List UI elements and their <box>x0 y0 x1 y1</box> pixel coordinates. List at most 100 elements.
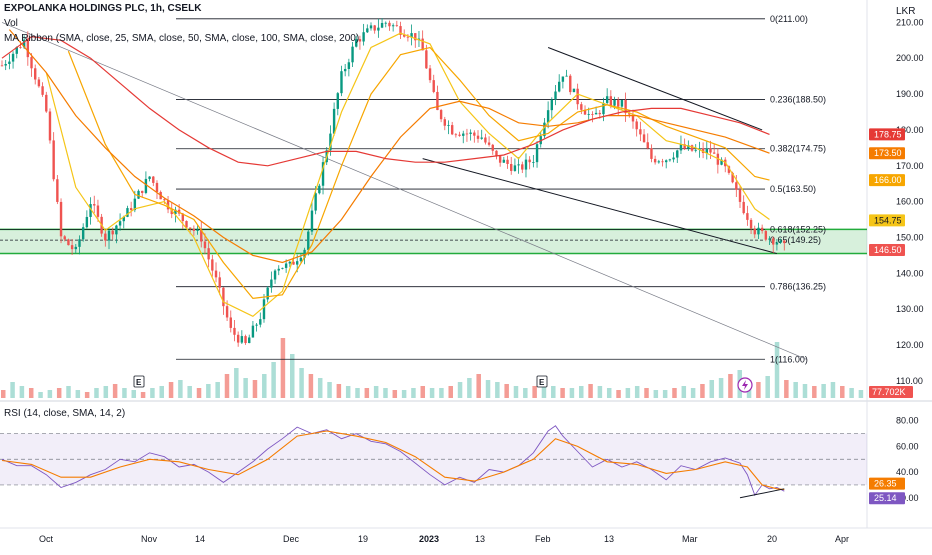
volume-bar <box>784 380 789 398</box>
candle-body <box>749 219 753 229</box>
candle-body <box>307 231 310 250</box>
vol-legend[interactable]: Vol <box>4 18 18 29</box>
time-axis-tick: Dec <box>283 534 300 544</box>
candle-body <box>631 114 635 122</box>
rsi-badge-label: 26.35 <box>874 479 897 489</box>
fib-level-label: 0(211.00) <box>770 14 808 24</box>
candle-body <box>104 233 107 241</box>
candle-body <box>340 71 343 94</box>
ma-ribbon-legend[interactable]: MA Ribbon (SMA, close, 25, SMA, close, 5… <box>4 33 360 44</box>
candle-body <box>480 137 483 139</box>
candle-body <box>414 33 417 41</box>
candle-body <box>266 287 269 300</box>
volume-bar <box>420 386 426 398</box>
time-axis-tick: 2023 <box>419 534 439 544</box>
candle-body <box>22 39 26 48</box>
candle-body <box>727 166 731 173</box>
rsi-axis-tick: 60.00 <box>896 441 919 451</box>
rsi-legend[interactable]: RSI (14, close, SMA, 14, 2) <box>4 408 126 419</box>
candle-body <box>85 216 89 228</box>
candle-body <box>690 145 694 151</box>
time-axis-tick: Feb <box>535 534 551 544</box>
candle-body <box>406 36 410 38</box>
candle-body <box>513 165 517 171</box>
candle-body <box>661 161 664 163</box>
volume-bar <box>457 382 463 398</box>
volume-bar <box>756 382 761 398</box>
candle-body <box>569 75 572 93</box>
candle-body <box>19 46 22 48</box>
price-badge <box>869 128 905 141</box>
candle-body <box>687 145 690 149</box>
price-axis-tick: 180.00 <box>896 125 924 135</box>
price-badge-label: 146.50 <box>874 245 902 255</box>
volume-bar <box>485 380 491 398</box>
volume-bar <box>625 388 631 398</box>
candle-body <box>41 86 44 95</box>
candle-body <box>735 182 738 190</box>
volume-bar <box>728 374 733 398</box>
volume-bar <box>373 386 379 398</box>
volume-bar <box>131 390 137 398</box>
price-axis-tick: 200.00 <box>896 53 924 63</box>
volume-bar <box>821 384 826 398</box>
candle-body <box>211 259 214 271</box>
volume-bar <box>597 386 603 398</box>
volume-bar <box>616 390 621 398</box>
candle-body <box>181 213 185 222</box>
fib-level-label: 0.65(149.25) <box>770 235 821 245</box>
volume-bar <box>1 390 6 398</box>
rsi-axis-tick: 80.00 <box>896 416 919 426</box>
candle-body <box>679 144 683 151</box>
candle-body <box>318 185 321 194</box>
candle-body <box>642 134 646 143</box>
volume-bar <box>476 374 481 398</box>
support-zone <box>0 229 867 254</box>
candle-body <box>491 144 494 151</box>
price-badge-label: 178.75 <box>874 129 902 139</box>
time-axis-tick: 14 <box>195 534 205 544</box>
candle-body <box>358 39 362 42</box>
price-axis-tick: 210.00 <box>896 17 924 27</box>
volume-bar <box>681 386 687 398</box>
volume-bar <box>168 382 174 398</box>
volume-bar <box>634 386 640 398</box>
volume-bar <box>280 338 286 398</box>
candle-body <box>355 39 358 47</box>
candle-body <box>343 68 347 72</box>
candle-body <box>137 190 140 199</box>
volume-bar <box>308 374 314 398</box>
volume-bar <box>700 384 705 398</box>
candle-body <box>701 148 705 153</box>
volume-bar <box>765 376 770 398</box>
candle-body <box>775 242 779 245</box>
volume-bar <box>299 368 304 398</box>
candle-body <box>26 39 30 58</box>
volume-bar <box>579 386 584 398</box>
candle-body <box>783 240 786 244</box>
candle-body <box>377 27 380 31</box>
time-axis-tick: 20 <box>767 534 777 544</box>
candle-body <box>347 62 351 69</box>
candle-body <box>602 102 605 115</box>
volume-bar <box>345 386 351 398</box>
candle-body <box>207 248 210 260</box>
candle-body <box>565 75 568 77</box>
candle-body <box>561 76 565 82</box>
candle-body <box>366 28 369 33</box>
candle-body <box>288 261 292 264</box>
candle-body <box>96 205 100 217</box>
candle-body <box>174 209 177 215</box>
symbol-title[interactable]: EXPOLANKA HOLDINGS PLC, 1h, CSELK <box>4 3 202 14</box>
candle-body <box>384 22 387 24</box>
candle-body <box>532 162 535 163</box>
price-axis-tick: 190.00 <box>896 89 924 99</box>
candle-body <box>185 221 188 228</box>
candle-body <box>753 228 756 235</box>
candle-body <box>48 111 52 141</box>
candle-body <box>712 152 716 154</box>
candle-body <box>760 227 764 232</box>
candle-body <box>705 148 708 153</box>
candle-body <box>303 249 306 258</box>
